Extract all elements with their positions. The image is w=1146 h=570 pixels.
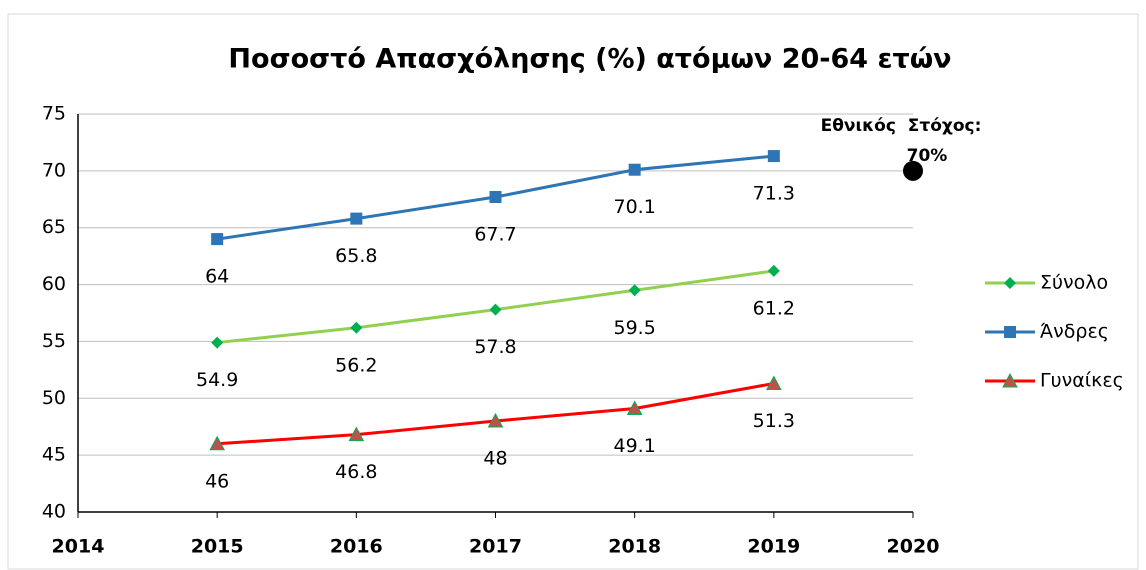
data-point — [350, 321, 363, 334]
data-label: 46 — [205, 470, 229, 492]
data-label: 54.9 — [196, 369, 238, 391]
data-point — [765, 375, 782, 391]
data-label: 49.1 — [614, 435, 656, 457]
x-tick-label: 2019 — [747, 536, 800, 558]
data-label: 71.3 — [753, 183, 795, 205]
data-point — [487, 412, 504, 428]
y-tick-label: 40 — [42, 501, 66, 523]
data-label: 65.8 — [335, 245, 377, 267]
data-point — [211, 233, 224, 246]
y-tick-label: 60 — [42, 273, 66, 295]
data-label: 61.2 — [753, 297, 795, 319]
legend-label: Σύνολο — [1040, 272, 1108, 294]
data-label: 70.1 — [614, 196, 656, 218]
data-label: 46.8 — [335, 461, 377, 483]
data-point — [628, 163, 641, 176]
y-tick-label: 65 — [42, 216, 66, 238]
data-point — [628, 284, 641, 297]
x-tick-label: 2016 — [330, 536, 383, 558]
data-point — [489, 303, 502, 316]
data-point — [767, 264, 780, 277]
chart-title: Ποσοστό Απασχόλησης (%) ατόμων 20-64 ετώ… — [228, 44, 951, 75]
data-point — [209, 435, 226, 451]
x-tick-label: 2018 — [608, 536, 661, 558]
x-tick-label: 2015 — [191, 536, 244, 558]
data-label: 48 — [483, 448, 507, 470]
legend-marker — [1004, 277, 1016, 289]
chart-border — [7, 13, 1139, 570]
y-tick-label: 75 — [42, 103, 66, 125]
data-point — [350, 212, 363, 225]
data-label: 51.3 — [753, 410, 795, 432]
data-label: 59.5 — [614, 317, 656, 339]
y-tick-label: 70 — [42, 159, 66, 181]
data-point — [211, 336, 224, 349]
legend-marker — [1002, 372, 1018, 388]
annotation-text: 70% — [907, 146, 948, 166]
y-tick-label: 50 — [42, 387, 66, 409]
data-label: 64 — [205, 266, 229, 288]
data-point — [767, 150, 780, 163]
legend-label: Άνδρες — [1040, 321, 1109, 343]
data-label: 67.7 — [474, 224, 516, 246]
data-point — [489, 191, 502, 204]
annotation-text: Εθνικός Στόχος: — [821, 116, 982, 136]
legend-label: Γυναίκες — [1040, 370, 1124, 392]
data-label: 57.8 — [474, 336, 516, 358]
y-tick-label: 55 — [42, 330, 66, 352]
x-tick-label: 2020 — [887, 536, 940, 558]
data-point — [348, 426, 365, 442]
y-tick-label: 45 — [42, 444, 66, 466]
legend-marker — [1004, 326, 1016, 338]
target-point — [903, 160, 923, 181]
x-tick-label: 2014 — [52, 536, 105, 558]
data-label: 56.2 — [335, 354, 377, 376]
x-tick-label: 2017 — [469, 536, 522, 558]
data-point — [626, 400, 643, 416]
